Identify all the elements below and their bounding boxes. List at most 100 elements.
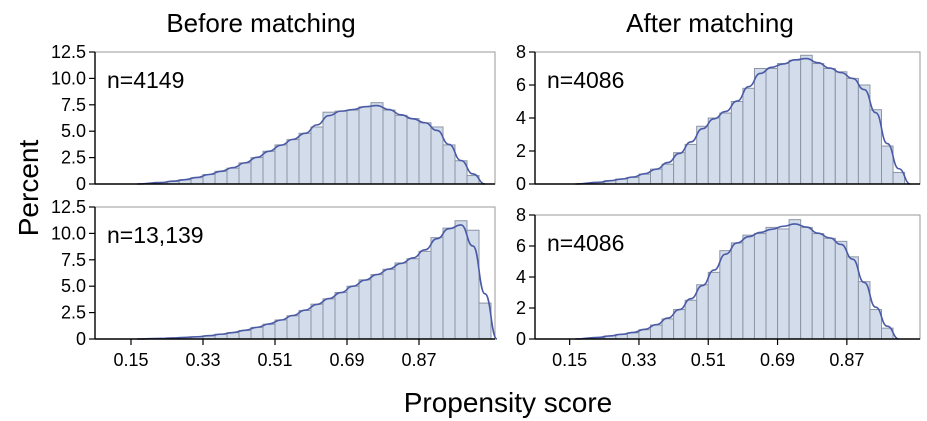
histogram-bar xyxy=(707,117,721,185)
histogram-bar xyxy=(765,226,779,340)
histogram-bar xyxy=(442,144,456,185)
histogram-bar xyxy=(454,220,468,340)
histogram-bar xyxy=(214,170,228,185)
histogram-bar xyxy=(370,102,384,185)
histogram-bar xyxy=(346,109,360,185)
histogram-bar xyxy=(777,228,790,340)
x-tick-label: 0.87 xyxy=(829,350,864,370)
histogram-bar xyxy=(800,54,813,185)
x-tick-label: 0.51 xyxy=(257,350,292,370)
y-tick-label: 4 xyxy=(516,267,526,287)
histogram-bar xyxy=(673,152,686,185)
density-curve xyxy=(136,104,486,185)
histogram-bar xyxy=(262,150,276,185)
histogram-bar xyxy=(753,233,767,340)
histogram-bar xyxy=(406,258,420,340)
histogram-bar xyxy=(346,285,360,340)
histogram-bar xyxy=(274,144,288,185)
histogram-bar xyxy=(730,242,744,340)
histogram-bar xyxy=(298,132,312,185)
histogram-bar xyxy=(811,233,825,340)
histogram-bar xyxy=(823,237,836,340)
histogram-bar xyxy=(753,68,767,185)
histogram-bar xyxy=(661,318,675,340)
histogram-bar xyxy=(638,173,652,185)
x-tick-label: 0.15 xyxy=(113,350,148,370)
histogram-bar xyxy=(298,309,312,340)
histogram-bar xyxy=(696,284,709,340)
histogram-bar xyxy=(322,111,336,185)
histogram-bar xyxy=(370,274,384,340)
y-tick-label: 10.0 xyxy=(51,223,86,243)
histogram-bar xyxy=(823,68,836,185)
histogram-bar xyxy=(650,168,663,185)
histogram-bar xyxy=(250,157,264,185)
y-tick-label: 8 xyxy=(516,42,526,62)
histogram-bar xyxy=(286,315,300,340)
histogram-bar xyxy=(788,59,802,185)
x-tick-label: 0.33 xyxy=(185,350,220,370)
histogram-bar xyxy=(430,237,444,340)
y-tick-label: 0 xyxy=(76,174,86,194)
histogram-bar xyxy=(626,332,640,340)
density-curve xyxy=(575,223,900,340)
y-tick-label: 2 xyxy=(516,141,526,161)
y-tick-label: 4 xyxy=(516,108,526,128)
panel-after-bottom: 0 2 4 6 8 0.15 0.33 0.51 0.69 0.87 n=4086 xyxy=(516,205,921,370)
x-tick-label: 0.69 xyxy=(329,350,364,370)
histogram-bar xyxy=(638,329,652,340)
y-tick-label: 5.0 xyxy=(61,276,86,296)
histogram-bar xyxy=(334,292,348,340)
y-tick-label: 2.5 xyxy=(61,303,86,323)
histogram-bar xyxy=(742,87,755,185)
panels: 0 2.5 5.0 7.5 10.0 12.5 n=4149 0 2 4 6 8 n=4086 0 2.5 5… xyxy=(51,42,921,370)
histogram-bar xyxy=(262,323,276,340)
histogram-bar xyxy=(626,176,640,185)
histogram-bar xyxy=(696,125,709,185)
title-after-matching: After matching xyxy=(626,8,794,38)
histogram-bar xyxy=(673,309,686,340)
x-tick-label: 0.15 xyxy=(552,350,587,370)
x-tick-label: 0.33 xyxy=(621,350,656,370)
histogram-bar xyxy=(707,271,721,340)
x-axis-label: Propensity score xyxy=(404,387,613,418)
panel-after-top: 0 2 4 6 8 n=4086 xyxy=(516,42,921,194)
histogram-bar xyxy=(730,101,744,185)
histogram-bar xyxy=(310,303,324,340)
histogram-bar xyxy=(719,112,732,185)
x-tick-label: 0.69 xyxy=(760,350,795,370)
title-before-matching: Before matching xyxy=(166,8,355,38)
histogram-bar xyxy=(442,227,456,340)
y-tick-label: 6 xyxy=(516,75,526,95)
sample-size-label: n=4086 xyxy=(547,67,624,93)
histogram-bar xyxy=(430,126,444,185)
y-axis-label: Percent xyxy=(13,140,44,237)
histogram-bar xyxy=(719,250,732,340)
histogram-bar xyxy=(274,319,288,340)
panel-before-bottom: 0 2.5 5.0 7.5 10.0 12.5 0.15 0.33 0.51 0.69 0.87 n=… xyxy=(51,197,498,370)
histogram-bar xyxy=(394,114,408,185)
histogram-bar xyxy=(788,219,802,340)
y-tick-label: 5.0 xyxy=(61,121,86,141)
y-tick-label: 12.5 xyxy=(51,197,86,217)
density-curve xyxy=(575,57,911,185)
histogram-bar xyxy=(777,63,790,185)
histogram-bar xyxy=(742,234,755,340)
y-tick-label: 7.5 xyxy=(61,95,86,115)
y-tick-label: 8 xyxy=(516,205,526,225)
histogram-bar xyxy=(382,268,396,340)
sample-size-label: n=4086 xyxy=(547,230,624,256)
histogram-bar xyxy=(382,109,396,185)
histogram-bar xyxy=(358,279,372,340)
histogram-bar xyxy=(226,167,240,185)
sample-size-label: n=13,139 xyxy=(107,222,204,248)
histogram-bar xyxy=(310,126,324,185)
histogram-bar xyxy=(684,299,698,340)
histogram-bar xyxy=(800,226,813,340)
histogram-bar xyxy=(811,63,825,185)
x-tick-label: 0.51 xyxy=(691,350,726,370)
histogram-bar xyxy=(286,139,300,185)
histogram-bar xyxy=(418,122,432,185)
histogram-bar xyxy=(857,84,871,185)
y-tick-label: 12.5 xyxy=(51,42,86,62)
